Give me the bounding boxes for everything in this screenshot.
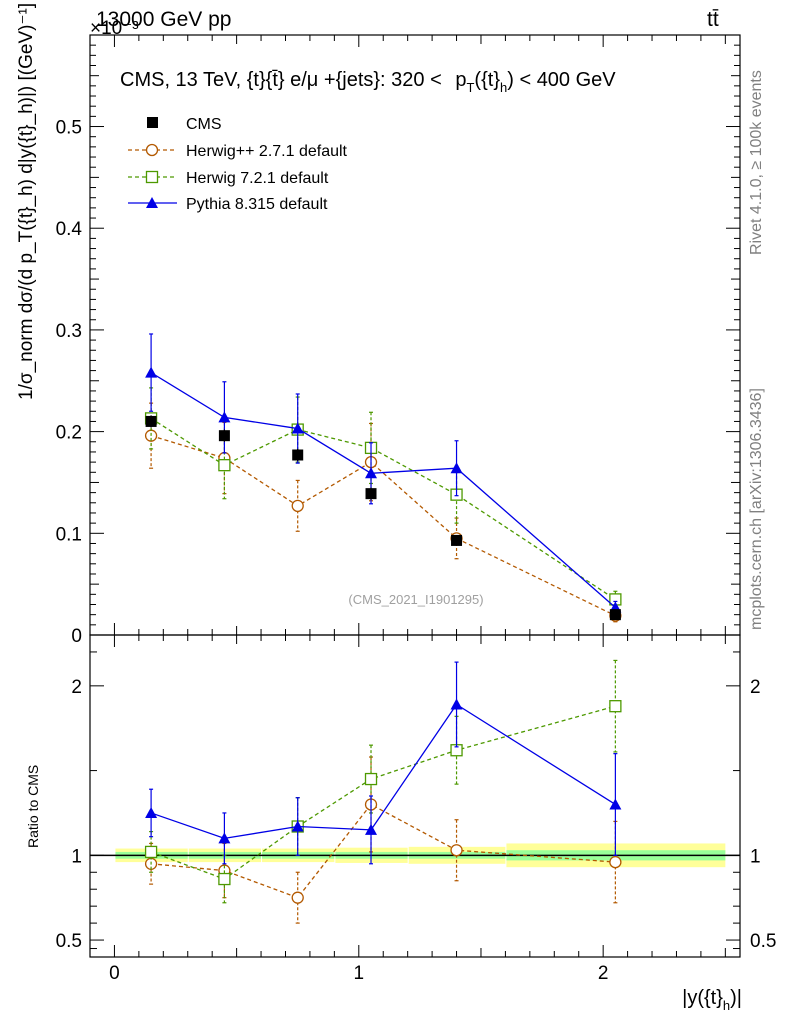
herwig7-ratio-point <box>609 700 622 713</box>
process-label: tt̄ <box>707 8 719 31</box>
title-h-sub: h <box>500 80 507 95</box>
legend-marker-herwigpp <box>145 143 159 157</box>
y-axis-label: 1/σ_norm dσ/(d p_T({t}_h) d|y({t}_h)|) [… <box>16 3 37 400</box>
herwigpp-ratio-line <box>151 803 616 899</box>
herwigpp-main-point <box>291 499 304 512</box>
pythia-ratio-point <box>450 698 463 710</box>
legend-label-herwig7: Herwig 7.2.1 default <box>186 170 329 187</box>
herwigpp-main-line <box>150 435 616 617</box>
pythia-ratio-line <box>150 703 616 840</box>
pythia-main-line <box>150 372 616 609</box>
legend-label-pythia: Pythia 8.315 default <box>186 196 328 213</box>
pythia-main-point <box>218 411 231 423</box>
cms-data-point <box>609 609 621 621</box>
axis-ticks: 0 1 2 0.1 0.2 0.3 0.4 0.5 0 0.5 0.5 1 1 2 2 <box>56 35 776 984</box>
herwig7-main-point <box>218 459 231 472</box>
x-axis-label: |y({t}h)| <box>682 987 742 1013</box>
exponent-label: ×10⁻³ <box>90 18 139 39</box>
legend-marker-pythia <box>146 197 158 208</box>
ratio-plot-frame <box>89 634 741 958</box>
ratio-y-axis-label: Ratio to CMS <box>25 765 41 848</box>
x-tick-label: 0 <box>109 963 120 984</box>
title-prefix: CMS, 13 TeV, {t}{t̄} e/μ +{jets}: 320 < <box>120 69 442 91</box>
ratio-tick-label: 2 <box>71 677 82 698</box>
pythia-main-point <box>291 422 304 434</box>
pythia-main-point <box>365 467 378 479</box>
y-tick-label: 0.1 <box>56 524 82 545</box>
pythia-ratio-point <box>218 832 231 844</box>
pythia-ratio-point <box>145 806 158 818</box>
energy-label: 13000 GeV pp <box>96 8 231 31</box>
x-label-sub: h <box>723 998 730 1013</box>
herwigpp-ratio-point <box>450 844 463 857</box>
cms-data-point <box>218 430 230 442</box>
legend-label-cms: CMS <box>186 116 222 133</box>
y-tick-label: 0.5 <box>56 118 82 139</box>
legend-label-herwigpp: Herwig++ 2.7.1 default <box>186 143 348 160</box>
y-tick-label: 0.2 <box>56 423 82 444</box>
pythia-main-point <box>145 366 158 378</box>
analysis-watermark: (CMS_2021_I1901295) <box>348 592 483 607</box>
title-suffix: ) < 400 GeV <box>507 69 616 91</box>
legend-marker-cms <box>147 117 158 128</box>
y-tick-label: 0.4 <box>56 219 83 240</box>
pythia-ratio-point <box>609 798 622 810</box>
pythia-main-point <box>450 462 463 474</box>
x-tick-label: 1 <box>354 963 365 984</box>
herwig7-ratio-line <box>150 705 616 880</box>
herwig7-ratio-point <box>218 872 231 886</box>
cms-data-point <box>451 534 463 546</box>
cms-data-point <box>365 488 377 500</box>
ratio-tick-label-right: 0.5 <box>750 931 776 952</box>
legend-marker-herwig7 <box>145 170 159 184</box>
herwigpp-ratio-point <box>609 855 622 869</box>
herwig7-main-line <box>150 417 616 600</box>
x-tick-label: 2 <box>598 963 609 984</box>
title-paren: ({t} <box>474 69 500 91</box>
rivet-version-label: Rivet 4.1.0, ≥ 100k events <box>748 70 765 255</box>
title-pt-sub: T <box>466 80 474 95</box>
cms-data-point <box>145 415 157 427</box>
herwigpp-ratio-point <box>291 891 304 904</box>
main-series-layer <box>144 333 622 623</box>
ratio-tick-label-right: 1 <box>750 846 761 867</box>
x-label-main: |y({t} <box>682 987 723 1009</box>
y-tick-label: 0.3 <box>56 321 82 342</box>
cms-data-point <box>292 449 304 461</box>
herwig7-ratio-point <box>144 845 158 859</box>
title-pt: p <box>455 69 466 91</box>
pythia-ratio-point <box>291 820 304 832</box>
legend: CMS Herwig++ 2.7.1 default Herwig 7.2.1 … <box>128 116 348 213</box>
ratio-tick-label-right: 2 <box>750 677 761 698</box>
ratio-series-layer <box>144 659 622 924</box>
x-label-end: )| <box>730 987 742 1009</box>
ratio-tick-label: 0.5 <box>56 931 82 952</box>
y-tick-label-zero: 0 <box>71 626 82 647</box>
herwig7-ratio-point <box>364 772 378 786</box>
chart-title: CMS, 13 TeV, {t}{t̄} e/μ +{jets}: 320 < … <box>120 69 616 95</box>
pythia-ratio-point <box>365 823 378 835</box>
ratio-tick-label: 1 <box>71 846 82 867</box>
mcplots-credit-label: mcplots.cern.ch [arXiv:1306.3436] <box>748 388 765 630</box>
